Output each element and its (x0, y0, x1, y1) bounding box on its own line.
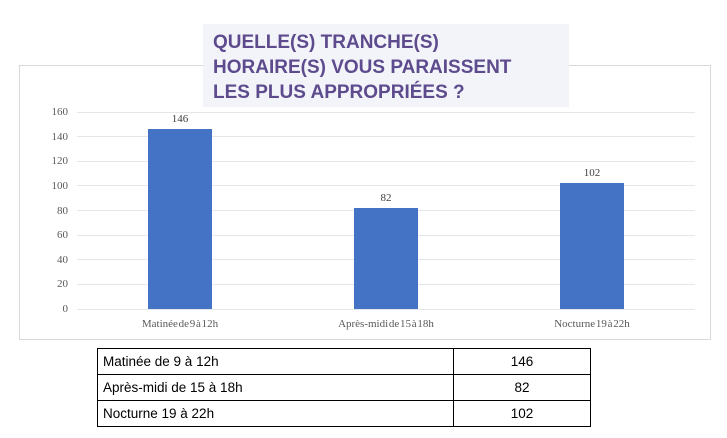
data-table: Matinée de 9 à 12h 146 Après-midi de 15 à … (97, 348, 591, 427)
bar-value-label: 102 (583, 167, 601, 180)
y-axis-tick-label: 60 (57, 229, 68, 242)
gridline (77, 160, 695, 162)
x-axis-category-label: Nocturne 19 à 22h (554, 318, 630, 330)
y-axis-tick-label: 40 (57, 253, 68, 266)
chart-title: QUELLE(S) TRANCHE(S) HORAIRE(S) VOUS PAR… (203, 24, 569, 107)
y-axis-tick-label: 80 (57, 204, 68, 217)
data-table-body: Matinée de 9 à 12h 146 Après-midi de 15 à … (97, 348, 591, 427)
gridline (77, 111, 695, 113)
y-axis-tick-label: 120 (51, 155, 69, 168)
table-cell-value[interactable]: 82 (453, 374, 591, 401)
bar (354, 208, 418, 309)
y-axis-tick-label: 140 (51, 130, 69, 143)
y-axis-tick-label: 160 (51, 106, 69, 118)
gridline (77, 136, 695, 138)
table-cell-label[interactable]: Matinée de 9 à 12h (97, 348, 454, 375)
y-axis-tick-label: 0 (62, 303, 69, 315)
table-row: Matinée de 9 à 12h 146 (97, 348, 591, 375)
bar-value-label: 82 (380, 192, 392, 205)
x-axis-category-label: Après-midi de 15 à 18h (338, 318, 434, 330)
table-cell-label[interactable]: Après-midi de 15 à 18h (97, 374, 454, 401)
bar-chart: 0 20 40 60 80 100 120 140 160 146 Matinée de 9 à 1… (19, 65, 711, 340)
table-cell-value[interactable]: 146 (453, 348, 591, 375)
x-axis-category-label: Matinée de 9 à 12h (141, 318, 219, 330)
y-axis-tick-label: 100 (51, 179, 69, 192)
plot-area: 0 20 40 60 80 100 120 140 160 146 Matinée de 9 à 1… (52, 106, 695, 330)
bar (148, 129, 212, 309)
gridline (77, 185, 695, 187)
table-row: Après-midi de 15 à 18h 82 (97, 374, 591, 401)
bar (560, 183, 624, 309)
gridline (77, 308, 695, 310)
table-cell-label[interactable]: Nocturne 19 à 22h (97, 400, 454, 427)
bar-value-label: 146 (171, 113, 189, 126)
table-cell-value[interactable]: 102 (453, 400, 591, 427)
table-row: Nocturne 19 à 22h 102 (97, 400, 591, 427)
y-axis-tick-label: 20 (57, 278, 68, 291)
